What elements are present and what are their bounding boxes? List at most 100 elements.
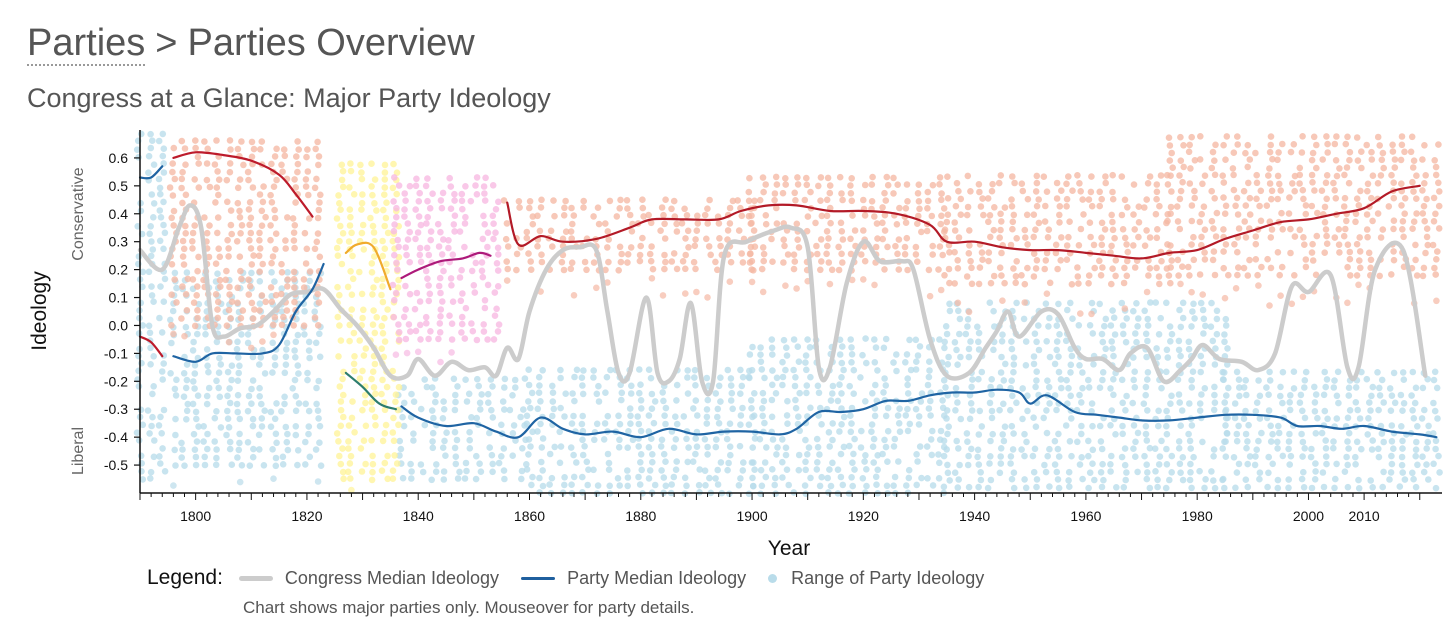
- range-dot: [1213, 315, 1221, 323]
- range-dot: [1301, 445, 1308, 452]
- range-dot: [315, 415, 322, 422]
- legend-item-party-median[interactable]: Party Median Ideology: [521, 568, 746, 589]
- range-dot: [178, 175, 186, 183]
- range-dot: [1421, 217, 1428, 225]
- range-dot: [1386, 476, 1393, 483]
- range-dot: [1336, 249, 1343, 256]
- range-dot: [1185, 430, 1192, 438]
- range-dot: [1431, 264, 1438, 272]
- range-dot: [1179, 263, 1186, 271]
- range-dot: [1230, 454, 1238, 461]
- range-dot: [716, 235, 723, 242]
- range-dot: [1042, 257, 1050, 264]
- range-dot: [501, 475, 508, 483]
- range-dot: [147, 252, 155, 260]
- range-dot: [439, 298, 446, 305]
- range-dot: [1258, 263, 1265, 271]
- range-dot: [868, 181, 876, 188]
- range-dot: [1143, 461, 1150, 469]
- range-dot: [1211, 361, 1219, 368]
- range-dot: [226, 137, 234, 144]
- range-dot: [861, 458, 868, 465]
- range-dot: [178, 439, 185, 447]
- range-dot: [805, 444, 813, 451]
- range-dot: [884, 427, 892, 435]
- range-dot: [1119, 226, 1127, 233]
- range-dot: [737, 412, 745, 419]
- range-dot: [774, 444, 781, 451]
- range-dot: [1134, 323, 1141, 330]
- breadcrumb-parent-link[interactable]: Parties: [27, 22, 146, 66]
- range-dot: [703, 420, 711, 427]
- range-dot: [370, 384, 378, 391]
- range-dot: [336, 322, 343, 329]
- range-dot: [381, 338, 389, 345]
- range-dot: [479, 235, 487, 243]
- range-dot: [713, 436, 720, 443]
- range-dot: [471, 289, 479, 296]
- range-dot: [1279, 368, 1287, 376]
- range-dot: [1399, 407, 1406, 415]
- range-dot: [1186, 437, 1194, 445]
- range-dot: [399, 413, 406, 421]
- range-dot: [648, 275, 656, 282]
- range-dot: [1346, 255, 1354, 263]
- party-median-line: [344, 241, 392, 291]
- range-dot: [1244, 141, 1252, 149]
- range-dot: [249, 353, 257, 361]
- range-dot: [646, 467, 654, 474]
- range-dot: [1041, 461, 1048, 469]
- range-dot: [1020, 315, 1028, 323]
- range-dot: [1311, 408, 1319, 415]
- range-dot: [1244, 163, 1251, 171]
- range-dot: [801, 482, 809, 489]
- range-dot: [761, 374, 768, 382]
- range-dot: [570, 451, 577, 459]
- range-dot: [147, 344, 154, 352]
- range-dot: [402, 282, 409, 290]
- range-dot: [1387, 469, 1395, 476]
- legend-item-party-range[interactable]: Range of Party Ideology: [768, 568, 984, 589]
- range-dot: [156, 207, 164, 214]
- range-dot: [1211, 484, 1219, 492]
- range-dot: [135, 154, 142, 161]
- range-dot: [536, 227, 544, 235]
- range-dot: [1363, 226, 1371, 233]
- range-dot: [334, 313, 342, 321]
- range-dot: [1188, 484, 1195, 492]
- range-dot: [1367, 477, 1374, 484]
- range-dot: [840, 443, 848, 451]
- range-dot: [400, 313, 408, 321]
- range-dot: [1033, 172, 1041, 180]
- range-dot: [1019, 415, 1026, 423]
- range-dot: [1177, 352, 1184, 360]
- range-dot: [216, 354, 223, 362]
- range-dot: [1222, 156, 1229, 163]
- range-dot: [668, 481, 675, 488]
- range-dot: [1010, 354, 1018, 361]
- range-dot: [1321, 219, 1329, 226]
- range-dot: [1335, 399, 1342, 407]
- range-dot: [951, 339, 959, 346]
- range-dot: [1054, 265, 1061, 273]
- range-dot: [874, 235, 881, 242]
- range-dot: [1412, 446, 1420, 454]
- range-dot: [339, 445, 346, 452]
- range-dot: [1246, 156, 1254, 163]
- range-dot: [975, 483, 982, 491]
- range-dot: [244, 168, 252, 176]
- range-dot: [682, 265, 689, 273]
- range-dot: [1222, 202, 1230, 210]
- legend-item-congress-median[interactable]: Congress Median Ideology: [238, 568, 499, 589]
- range-dot: [135, 367, 142, 375]
- range-dot: [518, 467, 526, 475]
- range-dot: [618, 389, 626, 397]
- range-dot: [278, 308, 286, 315]
- range-dot: [303, 153, 310, 161]
- range-dot: [568, 235, 575, 242]
- range-dot: [1321, 407, 1329, 415]
- range-dot: [183, 269, 191, 276]
- range-dot: [1419, 210, 1427, 217]
- range-dot: [306, 354, 313, 362]
- range-dot: [1378, 156, 1386, 164]
